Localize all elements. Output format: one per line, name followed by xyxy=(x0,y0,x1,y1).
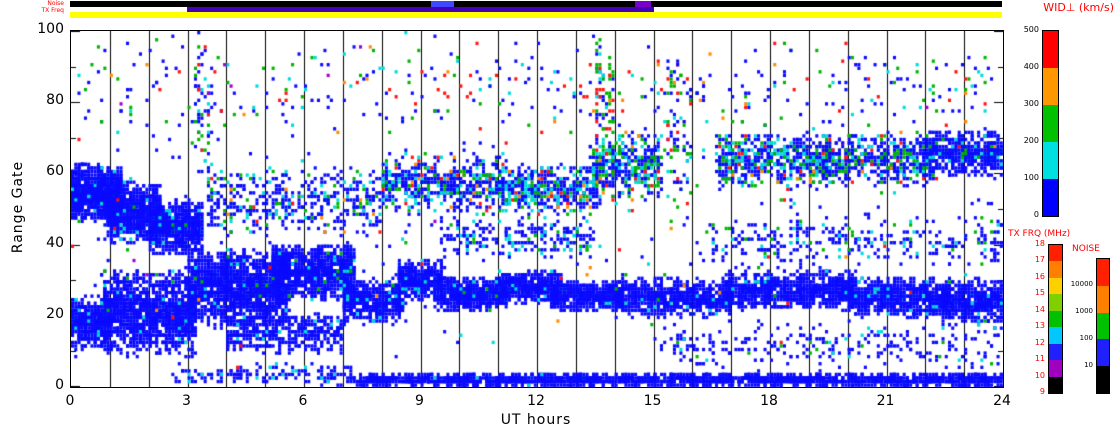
colorbar-segment xyxy=(1049,310,1062,328)
x-tick-label: 21 xyxy=(876,393,895,409)
x-tick-label: 9 xyxy=(415,393,424,409)
x-tick-label: 6 xyxy=(298,393,308,409)
colorbar-noise xyxy=(1096,258,1110,394)
noise-strip-segment xyxy=(635,1,651,7)
x-tick-label: 12 xyxy=(527,393,545,409)
colorbar-tick-noise: 1000 xyxy=(1075,307,1093,316)
noise-strip-segment xyxy=(431,1,455,7)
colorbar-tick-txfrq: 12 xyxy=(1034,337,1045,347)
colorbar-tick-txfrq: 13 xyxy=(1034,321,1045,331)
colorbar-tick-wid: 300 xyxy=(1023,99,1039,108)
x-tick-label: 18 xyxy=(760,393,778,409)
y-axis-title: Range Gate xyxy=(10,160,26,254)
colorbar-tick-txfrq: 14 xyxy=(1034,304,1045,314)
noise-strip-label: Noise xyxy=(47,0,64,7)
colorbar-title-noise: NOISE xyxy=(1072,244,1100,254)
colorbar-tick-txfrq: 10 xyxy=(1034,370,1045,380)
x-tick-label: 0 xyxy=(65,393,75,409)
colorbar-segment xyxy=(1049,261,1062,278)
colorbar-tick-wid: 400 xyxy=(1023,62,1039,71)
txfreq-strip xyxy=(70,12,1002,18)
colorbar-segment xyxy=(1097,259,1109,286)
x-axis-title: UT hours xyxy=(500,412,572,428)
colorbar-segment xyxy=(1043,179,1058,216)
colorbar-tick-txfrq: 16 xyxy=(1034,271,1045,281)
colorbar-segment xyxy=(1097,312,1109,340)
rti-plot-canvas xyxy=(71,31,1003,387)
colorbar-title-wid: WID⊥ (km/s) xyxy=(1043,1,1114,14)
colorbar-segment xyxy=(1097,366,1109,393)
colorbar-tick-txfrq: 11 xyxy=(1034,354,1045,364)
colorbar-segment xyxy=(1043,142,1058,179)
colorbar-segment xyxy=(1049,294,1062,311)
colorbar-tick-wid: 0 xyxy=(1033,210,1039,219)
noise-status-strip xyxy=(70,1,1002,7)
colorbar-tick-noise: 10000 xyxy=(1070,280,1093,289)
txfreq-overlay-band xyxy=(186,7,655,13)
colorbar-title-txfrq: TX FRQ (MHz) xyxy=(1008,229,1071,239)
colorbar-tick-noise: 10 xyxy=(1084,360,1093,369)
colorbar-tick-txfrq: 9 xyxy=(1039,387,1045,396)
colorbar-segment xyxy=(1097,285,1109,313)
colorbar-tick-wid: 500 xyxy=(1023,25,1039,34)
x-tick-label: 15 xyxy=(643,393,662,409)
colorbar-segment xyxy=(1097,339,1109,367)
colorbar-segment xyxy=(1049,343,1062,361)
x-tick-label: 24 xyxy=(993,393,1011,409)
y-tick-label: 20 xyxy=(46,305,64,322)
colorbar-segment xyxy=(1049,245,1062,262)
colorbar-tick-wid: 200 xyxy=(1023,136,1039,145)
colorbar-tick-noise: 100 xyxy=(1079,333,1093,342)
colorbar-segment xyxy=(1043,31,1058,68)
colorbar-tick-txfrq: 17 xyxy=(1034,255,1045,265)
y-tick-label: 100 xyxy=(37,21,64,37)
colorbar-tick-txfrq: 15 xyxy=(1034,288,1045,298)
x-tick-label: 3 xyxy=(182,393,191,409)
txfreq-strip-label: TX Freq xyxy=(41,7,64,14)
y-tick-label: 80 xyxy=(46,92,64,109)
colorbar-segment xyxy=(1043,105,1058,142)
colorbar-segment xyxy=(1043,68,1058,105)
colorbar-segment xyxy=(1049,327,1062,344)
plot-area xyxy=(70,30,1004,388)
colorbar-wid xyxy=(1042,30,1059,217)
colorbar-segment xyxy=(1049,360,1062,377)
colorbar-segment xyxy=(1049,277,1062,295)
colorbar-segment xyxy=(1049,376,1062,393)
colorbar-tick-txfrq: 18 xyxy=(1034,239,1045,248)
y-tick-label: 0 xyxy=(55,377,64,393)
y-tick-label: 40 xyxy=(46,234,64,251)
colorbar-tick-wid: 100 xyxy=(1023,173,1039,182)
colorbar-txfrq xyxy=(1048,244,1063,394)
y-tick-label: 60 xyxy=(46,163,64,180)
